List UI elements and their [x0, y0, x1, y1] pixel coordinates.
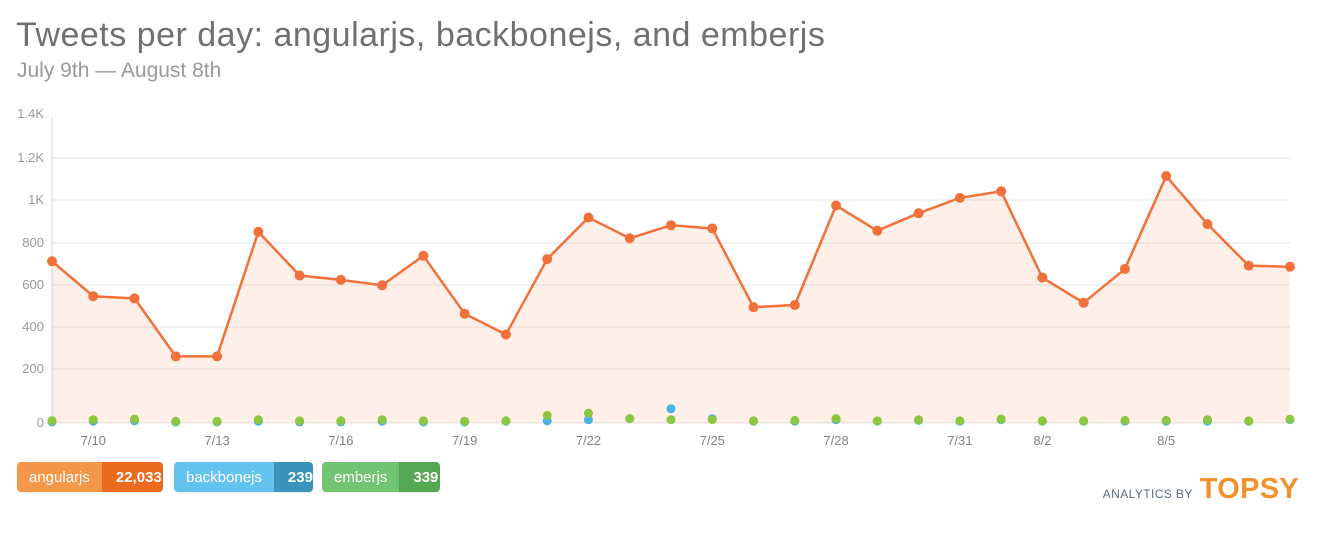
svg-text:1K: 1K	[28, 192, 44, 207]
svg-text:7/13: 7/13	[204, 433, 229, 448]
svg-text:800: 800	[22, 235, 44, 250]
svg-text:7/22: 7/22	[576, 433, 601, 448]
svg-text:1.2K: 1.2K	[17, 150, 44, 165]
svg-text:8/5: 8/5	[1157, 433, 1175, 448]
svg-text:600: 600	[22, 277, 44, 292]
svg-text:200: 200	[22, 361, 44, 376]
svg-text:0: 0	[37, 415, 44, 430]
svg-text:7/10: 7/10	[81, 433, 106, 448]
svg-text:400: 400	[22, 319, 44, 334]
svg-text:1.4K: 1.4K	[17, 106, 44, 121]
svg-text:7/19: 7/19	[452, 433, 477, 448]
svg-text:7/16: 7/16	[328, 433, 353, 448]
svg-text:7/31: 7/31	[947, 433, 972, 448]
svg-text:7/25: 7/25	[700, 433, 725, 448]
svg-text:8/2: 8/2	[1033, 433, 1051, 448]
svg-text:7/28: 7/28	[823, 433, 848, 448]
